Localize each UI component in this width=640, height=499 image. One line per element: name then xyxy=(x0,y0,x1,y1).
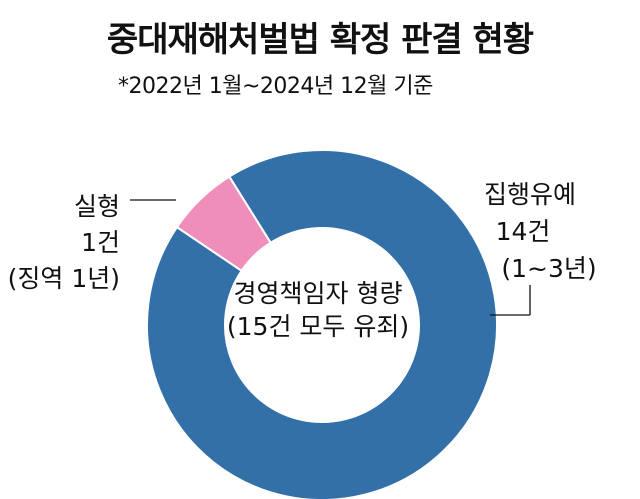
donut-slices xyxy=(146,149,498,499)
donut-slice-0 xyxy=(146,149,498,499)
center-label-line2: (15건 모두 유죄) xyxy=(227,312,409,341)
slice-label-prison-count: 1건 xyxy=(81,228,120,257)
slice-label-suspended-range: (1~3년) xyxy=(501,254,596,283)
slice-label-suspended-count: 14건 xyxy=(496,217,551,246)
slice-label-suspended-name: 집행유예 xyxy=(484,180,576,209)
slice-label-prison-term: (징역 1년) xyxy=(8,264,120,293)
center-label-line1: 경영책임자 형량 xyxy=(234,279,403,308)
slice-label-prison-name: 실형 xyxy=(74,192,120,221)
chart-title: 중대재해처벌법 확정 판결 현황 xyxy=(106,20,534,60)
chart-subtitle: *2022년 1월~2024년 12월 기준 xyxy=(118,74,433,99)
donut-slice-1 xyxy=(175,175,272,273)
